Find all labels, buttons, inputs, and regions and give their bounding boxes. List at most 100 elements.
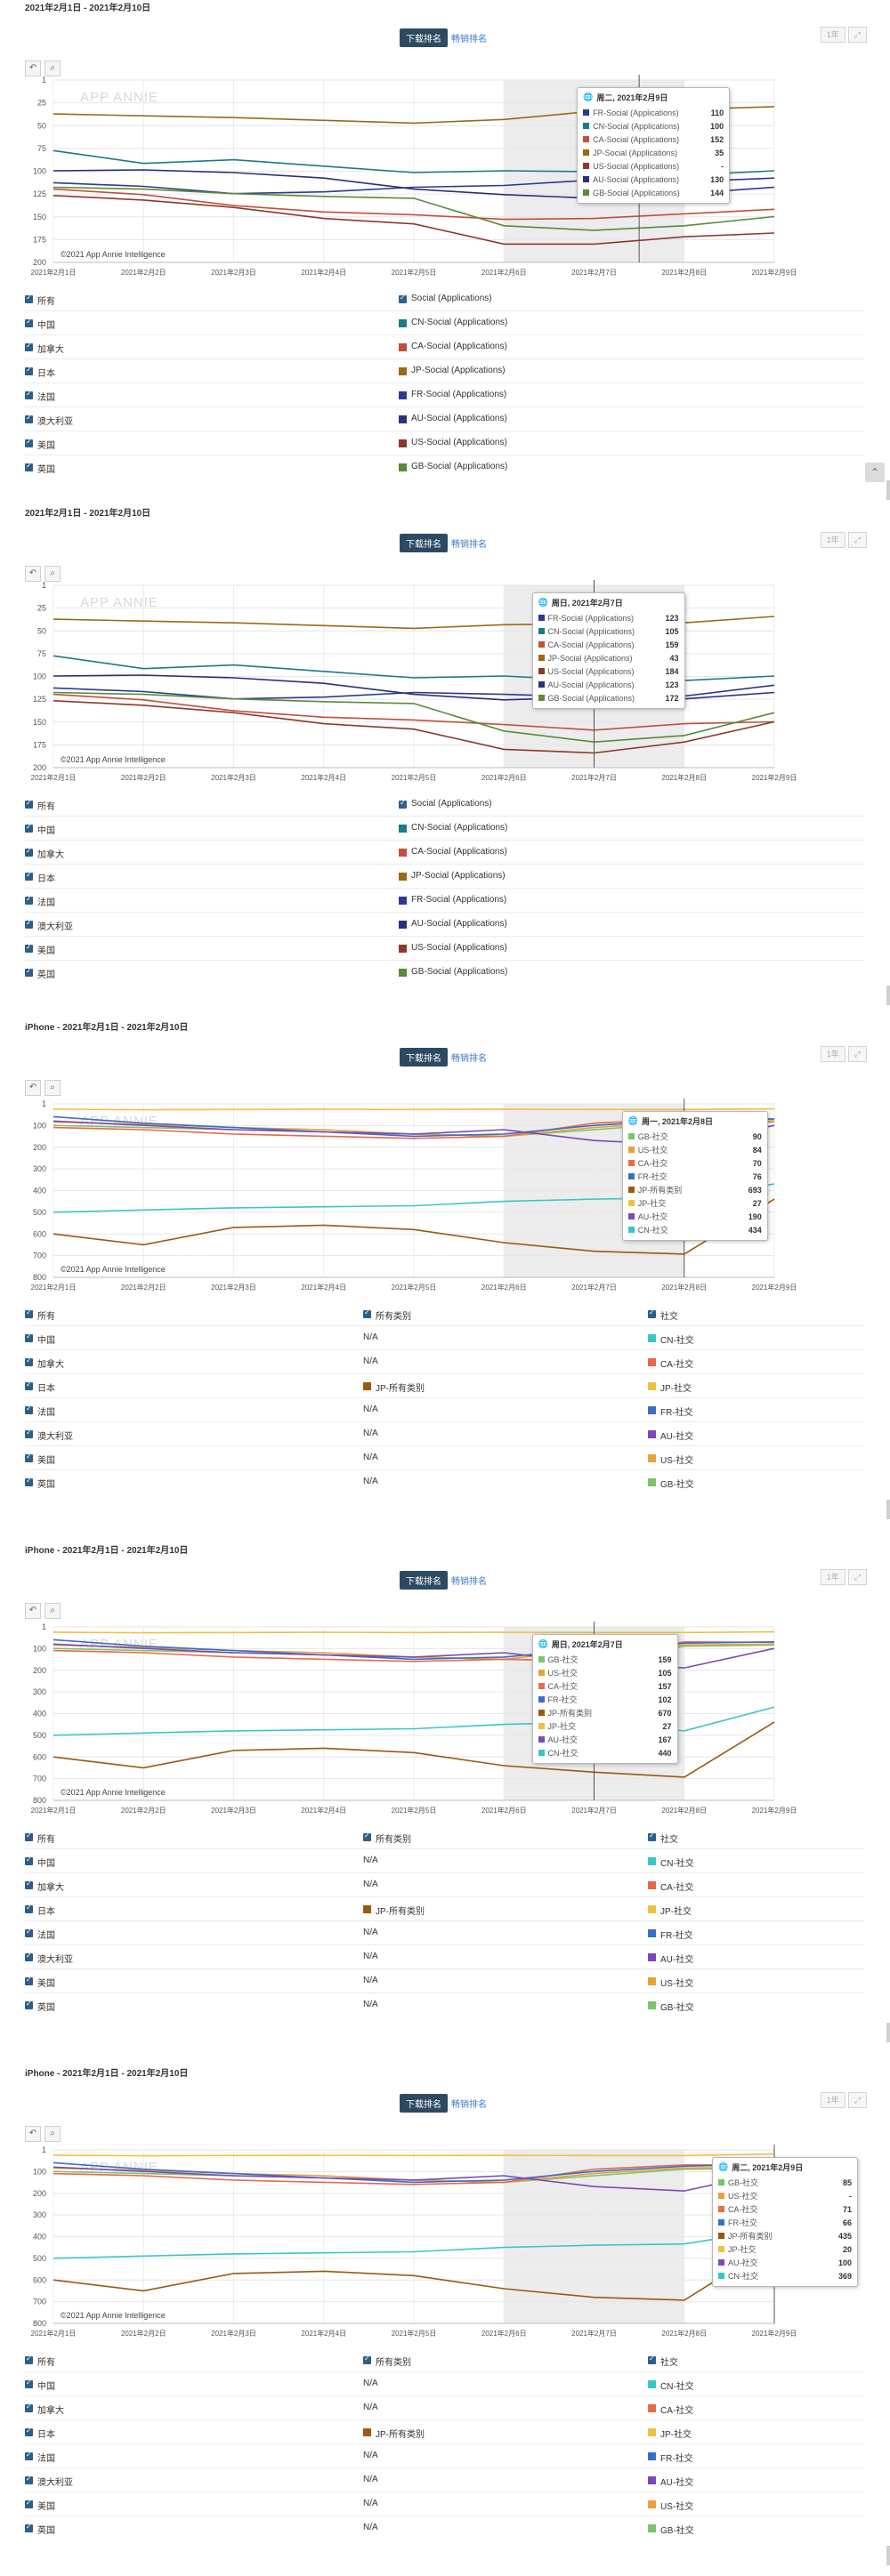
zoom-icon[interactable]: ⌕ xyxy=(44,566,61,582)
legend-row: 加拿大 N/A CA-社交 xyxy=(25,1872,865,1896)
expand-button[interactable]: ⤢ xyxy=(847,1569,867,1585)
legend-checkbox[interactable] xyxy=(25,1880,33,1889)
legend-checkbox[interactable] xyxy=(363,1831,371,1841)
zoom-icon[interactable]: ⌕ xyxy=(44,1080,61,1096)
legend-checkbox[interactable] xyxy=(25,1405,33,1414)
series-swatch xyxy=(648,1334,656,1342)
legend-checkbox[interactable] xyxy=(25,318,33,327)
undo-icon[interactable]: ↶ xyxy=(25,60,41,76)
legend-checkbox[interactable] xyxy=(25,2379,33,2388)
legend-checkbox[interactable] xyxy=(25,1429,33,1438)
legend-checkbox[interactable] xyxy=(648,2355,656,2364)
series-swatch xyxy=(648,2001,656,2009)
legend-checkbox[interactable] xyxy=(25,943,33,953)
range-1y-button[interactable]: 1年 xyxy=(820,1046,846,1062)
tab-grossing-rank[interactable]: 畅销排名 xyxy=(451,2100,487,2110)
series-swatch xyxy=(627,1187,635,1193)
watermark-logo: APP ANNIE xyxy=(80,90,158,105)
tab-download-rank[interactable]: 下载排名 xyxy=(400,28,448,47)
range-1y-button[interactable]: 1年 xyxy=(820,2092,846,2108)
legend-checkbox[interactable] xyxy=(25,895,33,905)
expand-button[interactable]: ⤢ xyxy=(847,1046,867,1062)
legend-checkbox[interactable] xyxy=(648,1831,656,1841)
expand-button[interactable]: ⤢ xyxy=(847,532,867,548)
legend-checkbox[interactable] xyxy=(399,799,407,809)
series-swatch xyxy=(399,873,407,881)
tab-grossing-rank[interactable]: 畅销排名 xyxy=(451,540,487,550)
legend-checkbox[interactable] xyxy=(25,1332,33,1342)
legend-checkbox[interactable] xyxy=(25,2427,33,2436)
legend-checkbox[interactable] xyxy=(25,823,33,833)
legend-checkbox[interactable] xyxy=(25,390,33,399)
legend-checkbox[interactable] xyxy=(25,1856,33,1865)
legend-checkbox[interactable] xyxy=(25,1928,33,1937)
legend-checkbox[interactable] xyxy=(25,1952,33,1961)
legend-checkbox[interactable] xyxy=(363,1308,371,1318)
legend-category-cell: JP-所有类别 xyxy=(376,2430,425,2440)
scrollbar-thumb[interactable] xyxy=(886,1500,890,1519)
scrollbar-thumb[interactable] xyxy=(886,2546,890,2565)
legend-checkbox[interactable] xyxy=(25,2499,33,2508)
tab-download-rank[interactable]: 下载排名 xyxy=(400,1048,448,1067)
legend-checkbox[interactable] xyxy=(25,2355,33,2364)
legend-checkbox[interactable] xyxy=(25,871,33,881)
legend-checkbox[interactable] xyxy=(363,2355,371,2364)
legend-row: 日本 JP-Social (Applications) xyxy=(25,864,865,888)
range-1y-button[interactable]: 1年 xyxy=(820,27,846,43)
range-1y-button[interactable]: 1年 xyxy=(820,532,846,548)
undo-icon[interactable]: ↶ xyxy=(25,2126,41,2142)
legend-checkbox[interactable] xyxy=(25,1453,33,1462)
legend-checkbox[interactable] xyxy=(25,342,33,351)
legend-checkbox[interactable] xyxy=(25,438,33,447)
legend-checkbox[interactable] xyxy=(25,1308,33,1318)
zoom-icon[interactable]: ⌕ xyxy=(44,1603,61,1619)
range-1y-button[interactable]: 1年 xyxy=(820,1569,846,1585)
legend-checkbox[interactable] xyxy=(648,1308,656,1318)
undo-icon[interactable]: ↶ xyxy=(25,566,41,582)
legend-checkbox[interactable] xyxy=(25,2403,33,2412)
legend-checkbox[interactable] xyxy=(25,1976,33,1985)
legend-checkbox[interactable] xyxy=(25,1356,33,1366)
legend-checkbox[interactable] xyxy=(25,294,33,303)
legend-checkbox[interactable] xyxy=(25,1477,33,1486)
tooltip-series-value: 190 xyxy=(748,1212,762,1221)
legend-checkbox[interactable] xyxy=(25,2451,33,2460)
tab-grossing-rank[interactable]: 畅销排名 xyxy=(451,35,487,44)
undo-icon[interactable]: ↶ xyxy=(25,1603,41,1619)
scroll-to-top-button[interactable]: ⌃ xyxy=(865,463,885,482)
legend-checkbox[interactable] xyxy=(25,2475,33,2484)
zoom-icon[interactable]: ⌕ xyxy=(44,60,61,76)
expand-button[interactable]: ⤢ xyxy=(847,2092,867,2108)
legend-checkbox[interactable] xyxy=(25,414,33,423)
legend-checkbox[interactable] xyxy=(25,2523,33,2532)
legend-checkbox[interactable] xyxy=(25,2000,33,2009)
legend-checkbox[interactable] xyxy=(25,919,33,929)
scrollbar-thumb[interactable] xyxy=(886,2023,890,2042)
tab-download-rank[interactable]: 下载排名 xyxy=(400,2094,448,2113)
legend-checkbox[interactable] xyxy=(25,366,33,375)
series-swatch xyxy=(538,1736,545,1743)
expand-button[interactable]: ⤢ xyxy=(847,27,867,43)
legend-checkbox[interactable] xyxy=(25,847,33,857)
legend-checkbox[interactable] xyxy=(25,1904,33,1913)
series-swatch xyxy=(538,1670,545,1676)
legend-checkbox[interactable] xyxy=(25,462,33,471)
tab-grossing-rank[interactable]: 畅销排名 xyxy=(451,1054,487,1064)
legend-checkbox[interactable] xyxy=(399,294,407,303)
tab-download-rank[interactable]: 下载排名 xyxy=(400,534,448,552)
scrollbar-thumb[interactable] xyxy=(886,480,890,500)
legend-checkbox[interactable] xyxy=(25,1831,33,1841)
legend-checkbox[interactable] xyxy=(25,967,33,977)
legend-checkbox[interactable] xyxy=(25,799,33,809)
undo-icon[interactable]: ↶ xyxy=(25,1080,41,1096)
tab-download-rank[interactable]: 下载排名 xyxy=(400,1571,448,1590)
zoom-icon[interactable]: ⌕ xyxy=(44,2126,61,2142)
legend-checkbox[interactable] xyxy=(25,1381,33,1390)
tab-grossing-rank[interactable]: 畅销排名 xyxy=(451,1577,487,1587)
series-swatch xyxy=(627,1213,635,1220)
scrollbar-thumb[interactable] xyxy=(886,986,890,1005)
